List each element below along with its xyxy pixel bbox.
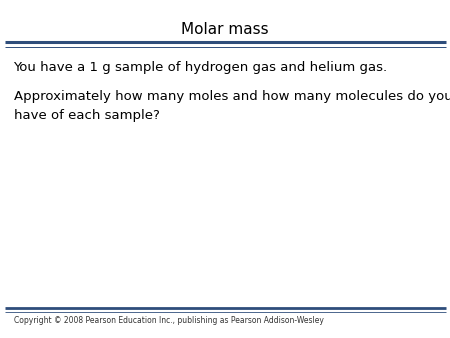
Text: You have a 1 g sample of hydrogen gas and helium gas.: You have a 1 g sample of hydrogen gas an… [14,61,387,74]
Text: Molar mass: Molar mass [181,22,269,37]
Text: Approximately how many moles and how many molecules do you
have of each sample?: Approximately how many moles and how man… [14,90,450,122]
Text: Copyright © 2008 Pearson Education Inc., publishing as Pearson Addison-Wesley: Copyright © 2008 Pearson Education Inc.,… [14,316,324,325]
